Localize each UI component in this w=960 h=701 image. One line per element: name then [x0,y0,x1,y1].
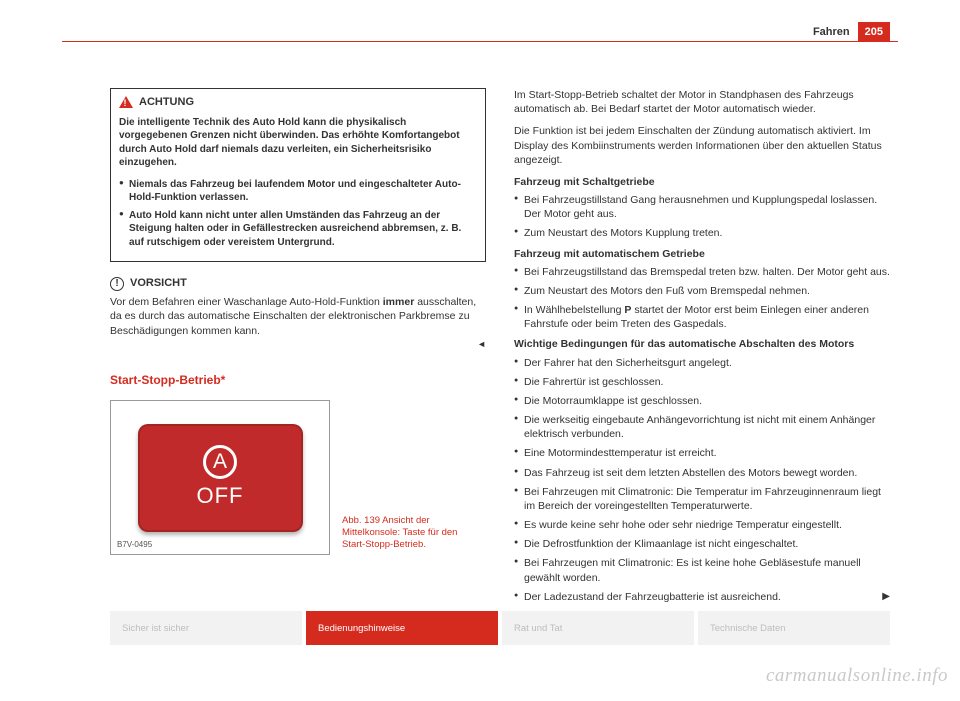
left-column: ACHTUNG Die intelligente Technik des Aut… [110,88,486,596]
caution-circle-icon: ! [110,277,124,291]
warning-item: Niemals das Fahrzeug bei laufendem Motor… [119,178,477,205]
page-header: Fahren 205 [813,22,890,42]
list-item: Bei Fahrzeugen mit Climatronic: Es ist k… [514,556,890,584]
list-item: In Wählhebelstellung P startet der Motor… [514,303,890,331]
right-column: Im Start-Stopp-Betrieb schaltet der Moto… [514,88,890,596]
list-item: Bei Fahrzeugstillstand das Bremspedal tr… [514,265,890,279]
tab-technische[interactable]: Technische Daten [694,611,890,645]
figure-code: B7V-0495 [117,540,152,551]
warning-item: Auto Hold kann nicht unter allen Umständ… [119,209,477,250]
continue-icon: ▶ [882,590,890,604]
list-item: Die Defrostfunktion der Klimaanlage ist … [514,537,890,551]
a-letter: A [203,445,237,479]
warning-triangle-icon [119,96,133,108]
subheading: Fahrzeug mit Schaltgetriebe [514,175,890,189]
body-text: Im Start-Stopp-Betrieb schaltet der Moto… [514,88,890,116]
list-item: Der Ladezustand der Fahrzeugbatterie ist… [514,590,890,604]
list-item: Das Fahrzeug ist seit dem letzten Abstel… [514,466,890,480]
warning-title: ACHTUNG [139,95,194,110]
warning-box: ACHTUNG Die intelligente Technik des Aut… [110,88,486,262]
subheading: Fahrzeug mit automatischem Getriebe [514,247,890,261]
figure-box: A OFF B7V-0495 [110,400,330,555]
list-item: Die werkseitig eingebaute Anhängevorrich… [514,413,890,441]
list-item: Die Motorraumklappe ist geschlossen. [514,394,890,408]
figure-wrap: A OFF B7V-0495 Abb. 139 Ansicht der Mitt… [110,400,486,555]
section-name: Fahren [813,26,850,38]
list-item: Zum Neustart des Motors den Fuß vom Brem… [514,284,890,298]
watermark: carmanualsonline.info [766,665,948,687]
caution-title: VORSICHT [130,276,187,291]
page-number: 205 [858,22,890,42]
list-item: Bei Fahrzeugen mit Climatronic: Die Temp… [514,485,890,513]
subheading: Wichtige Bedingungen für das automatisch… [514,337,890,351]
header-rule [62,41,898,42]
list-item: Die Fahrertür ist geschlossen. [514,375,890,389]
list-item: Es wurde keine sehr hohe oder sehr niedr… [514,518,890,532]
off-label: OFF [197,481,244,511]
tab-sicher[interactable]: Sicher ist sicher [110,611,302,645]
tab-bedienung[interactable]: Bedienungshinweise [302,611,498,645]
body-text: Die Funktion ist bei jedem Einschalten d… [514,124,890,167]
start-stop-button: A OFF [138,424,303,532]
list-item: Bei Fahrzeugstillstand Gang herausnehmen… [514,193,890,221]
section-end-icon: ◄ [477,338,486,350]
figure-caption: Abb. 139 Ansicht der Mittelkonsole: Tast… [342,515,462,551]
tab-rat[interactable]: Rat und Tat [498,611,694,645]
list-item: Eine Motormindesttemperatur ist erreicht… [514,446,890,460]
list-item: Zum Neustart des Motors Kupplung treten. [514,226,890,240]
warning-intro: Die intelligente Technik des Auto Hold k… [119,116,477,170]
section-title: Start-Stopp-Betrieb* [110,372,486,388]
caution-text: Vor dem Befahren einer Waschanlage Auto-… [110,295,486,338]
list-item: Der Fahrer hat den Sicherheitsgurt angel… [514,356,890,370]
caution-block: ! VORSICHT Vor dem Befahren einer Wascha… [110,276,486,337]
footer-tabs: Sicher ist sicher Bedienungshinweise Rat… [110,611,890,645]
